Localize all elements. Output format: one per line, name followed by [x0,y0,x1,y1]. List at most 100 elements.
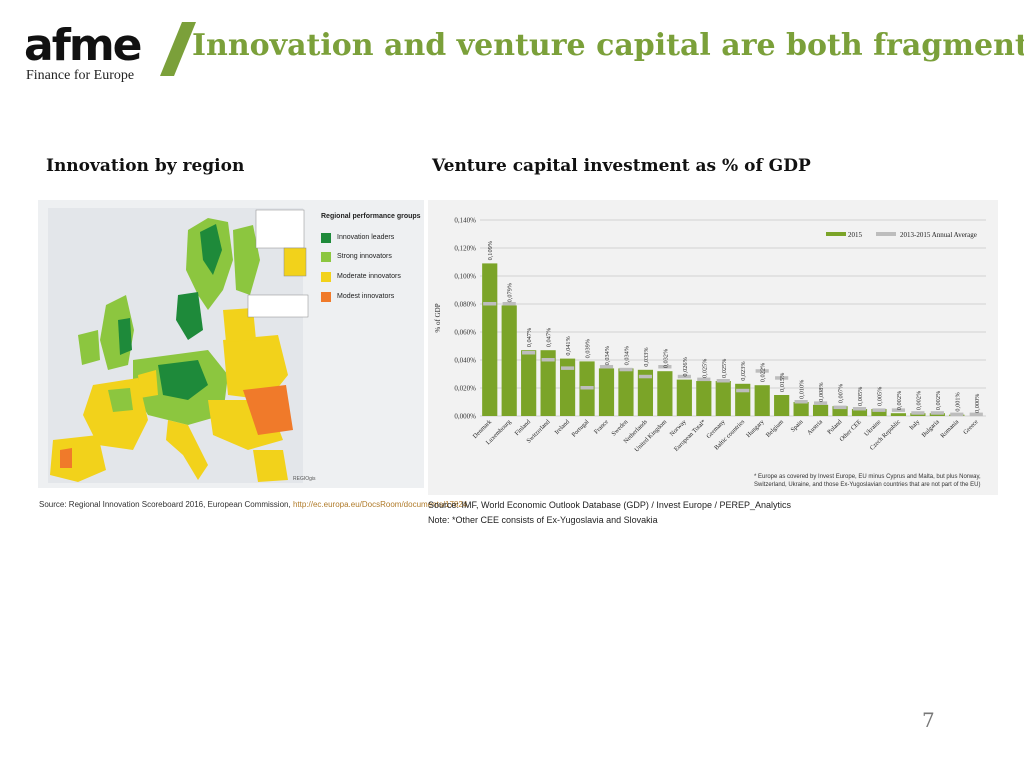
bar-2015 [890,413,907,416]
avg-marker [560,366,575,370]
category-label: Spain [789,418,805,434]
bar-2015 [812,404,829,416]
category-label: Hungary [745,418,766,439]
avg-marker [599,365,614,369]
avg-marker [736,388,750,393]
y-tick-label: 0,040% [454,357,476,365]
bar-2015 [482,263,498,416]
avg-marker [950,412,964,417]
avg-marker [522,351,536,355]
avg-marker [716,379,730,383]
category-label: Portugal [570,418,590,438]
bar-value-label: 0,025% [721,358,728,378]
logo-wordmark: afme [24,20,143,71]
map-legend-title: Regional performance groups [321,213,421,220]
map-source: Source: Regional Innovation Scoreboard 2… [39,500,467,509]
bar-value-label: 0,002% [896,390,903,410]
category-label: Romania [939,418,960,439]
bar-value-label: 0,079% [507,282,514,302]
bar-2015 [598,368,615,416]
avg-marker [502,302,516,306]
avg-marker [638,374,653,379]
afme-logo: afme Finance for Europe [24,20,196,90]
chart-footnote-line2: Switzerland, Ukraine, and those Ex-Yugos… [754,482,981,488]
chart-footnote: * Europe as covered by Invest Europe, EU… [754,473,981,489]
logo-tagline: Finance for Europe [26,68,135,83]
legend-label-average: 2013-2015 Annual Average [900,231,977,239]
europe-map: REGIOgis [38,200,424,488]
y-tick-label: 0,020% [454,385,476,393]
bar-2015 [657,371,673,416]
page-title: Innovation and venture capital are both … [192,28,1024,63]
logo-slash-mark [160,22,196,76]
bar-value-label: 0,033% [643,347,650,367]
y-tick-label: 0,060% [454,329,476,337]
category-label: Bulgaria [920,418,940,438]
avg-marker [755,369,769,373]
legend-swatch-average [876,232,896,236]
bar-2015 [754,385,770,416]
bar-value-label: 0,047% [546,327,553,347]
legend-swatch-modest [321,292,331,302]
y-tick-label: 0,140% [454,217,476,225]
bar-value-label: 0,041% [565,335,572,355]
map-source-link[interactable]: http://ec.europa.eu/DocsRoom/documents/1… [292,500,468,509]
bar-2015 [618,368,634,416]
avg-marker [891,408,906,412]
y-tick-label: 0,120% [454,245,476,253]
bar-2015 [501,305,517,416]
bar-value-label: 0,034% [623,345,630,365]
legend-swatch-moderate [321,272,331,282]
avg-marker [483,302,497,306]
chart-footnote-line1: * Europe as covered by Invest Europe, EU… [754,474,981,480]
bar-value-label: 0,022% [760,362,767,382]
innovation-map-panel: REGIOgis Regional performance groups Inn… [38,200,424,488]
category-label: France [593,418,610,435]
bar-2015 [832,406,848,416]
avg-marker [677,374,691,379]
avg-marker [697,377,711,382]
legend-swatch-strong [321,252,331,262]
bar-2015 [871,409,887,416]
avg-marker [930,411,944,415]
bar-2015 [637,369,654,416]
y-axis-label: % of GDP [434,303,442,332]
bar-value-label: 0,026% [682,356,689,376]
legend-label-strong: Strong innovators [337,253,392,260]
avg-marker [541,358,555,362]
chart-source: Source: IMF, World Economic Outlook Data… [428,500,791,510]
legend-label-modest: Modest innovators [337,293,395,300]
bar-2015 [540,350,556,416]
map-source-text: Source: Regional Innovation Scoreboard 2… [39,500,291,509]
bar-2015 [559,358,576,416]
legend-label-2015: 2015 [848,231,863,239]
bar-value-label: 0,025% [701,358,708,378]
avg-marker [813,401,828,405]
legend-label-moderate: Moderate innovators [337,273,401,280]
avg-marker [794,400,808,404]
bar-value-label: 0,015% [779,372,786,392]
category-label: Poland [826,418,844,436]
avg-marker [969,412,983,417]
category-label: Austria [806,418,824,436]
category-label: Greece [962,418,980,436]
avg-marker [911,411,925,415]
bar-value-label: 0,109% [487,240,494,260]
bar-value-label: 0,002% [915,390,922,410]
bar-2015 [696,381,712,416]
innovation-heading: Innovation by region [46,156,245,176]
bar-value-label: 0,005% [876,386,883,406]
bar-2015 [735,383,751,416]
bar-value-label: 0,034% [604,345,611,365]
page-number: 7 [922,708,935,732]
bar-value-label: 0,005% [857,386,864,406]
legend-swatch-2015 [826,232,846,236]
avg-marker [833,405,847,410]
bar-value-label: 0,002% [935,390,942,410]
avg-marker [619,367,633,372]
bar-2015 [715,381,731,416]
y-tick-label: 0,000% [454,413,476,421]
category-label: Belgium [765,418,785,438]
legend-swatch-leaders [321,233,331,243]
avg-marker [872,408,886,412]
